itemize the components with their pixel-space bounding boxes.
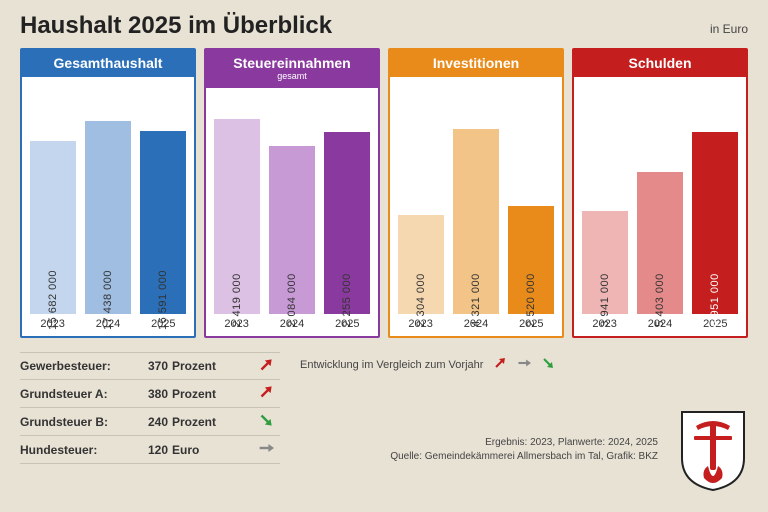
legend-arrow-icon xyxy=(517,356,531,373)
bar-fill: 3 941 000 xyxy=(582,211,628,314)
footer-line-1: Ergebnis: 2023, Planwerte: 2024, 2025 xyxy=(390,436,658,450)
bar-value-label: 2 084 000 xyxy=(286,273,298,326)
tax-row: Gewerbesteuer:370Prozent xyxy=(20,352,280,380)
legend-arrow-icon xyxy=(541,356,555,373)
tax-name: Grundsteuer A: xyxy=(20,387,130,401)
tax-name: Gewerbesteuer: xyxy=(20,359,130,373)
bar-value-label: 2 419 000 xyxy=(231,273,243,326)
panel-subtitle: gesamt xyxy=(208,72,376,82)
bar: 2 084 000 xyxy=(269,146,315,314)
bar-value-label: 16 591 000 xyxy=(157,270,169,330)
tax-row: Hundesteuer:120Euro xyxy=(20,436,280,464)
bar-value-label: 4 321 000 xyxy=(470,273,482,326)
bar: 2 520 000 xyxy=(508,206,554,314)
bars-area: 2 304 0004 321 0002 520 000 xyxy=(390,77,562,314)
chart-panel: Steuereinnahmengesamt2 419 0002 084 0002… xyxy=(204,48,380,338)
legend-arrow-icon xyxy=(493,356,507,373)
footer-text: Ergebnis: 2023, Planwerte: 2024, 2025 Qu… xyxy=(390,436,658,464)
tax-unit: Prozent xyxy=(172,359,230,373)
tax-unit: Prozent xyxy=(172,415,230,429)
bar-fill: 2 255 000 xyxy=(324,132,370,314)
municipal-crest xyxy=(678,408,748,492)
bar-value-label: 17 438 000 xyxy=(102,270,114,330)
chart-panel: Schulden3 941 0005 403 0006 951 00020232… xyxy=(572,48,748,338)
bar-fill: 5 403 000 xyxy=(637,172,683,314)
bar-fill: 2 304 000 xyxy=(398,215,444,314)
tax-value: 370 xyxy=(130,359,172,373)
bar: 16 591 000 xyxy=(140,131,186,314)
tax-row: Grundsteuer B:240Prozent xyxy=(20,408,280,436)
panel-header: Schulden xyxy=(574,50,746,77)
bar: 15 682 000 xyxy=(30,141,76,314)
trend-arrow-icon xyxy=(230,412,280,431)
bar: 5 403 000 xyxy=(637,172,683,314)
trend-arrow-icon xyxy=(230,384,280,403)
tax-name: Hundesteuer: xyxy=(20,443,130,457)
bar: 2 304 000 xyxy=(398,215,444,314)
chart-panel: Gesamthaushalt15 682 00017 438 00016 591… xyxy=(20,48,196,338)
tax-value: 120 xyxy=(130,443,172,457)
bar-fill: 6 951 000 xyxy=(692,132,738,314)
bar: 17 438 000 xyxy=(85,121,131,314)
bar: 2 419 000 xyxy=(214,119,260,314)
bar-value-label: 2 255 000 xyxy=(341,273,353,326)
bar: 6 951 000 xyxy=(692,132,738,314)
tax-row: Grundsteuer A:380Prozent xyxy=(20,380,280,408)
bar: 3 941 000 xyxy=(582,211,628,314)
bar-value-label: 5 403 000 xyxy=(654,273,666,326)
tax-list: Gewerbesteuer:370ProzentGrundsteuer A:38… xyxy=(20,352,280,464)
bar-fill: 2 520 000 xyxy=(508,206,554,314)
tax-value: 380 xyxy=(130,387,172,401)
bars-area: 2 419 0002 084 0002 255 000 xyxy=(206,88,378,314)
bar-fill: 2 084 000 xyxy=(269,146,315,314)
panel-header: Investitionen xyxy=(390,50,562,77)
tax-name: Grundsteuer B: xyxy=(20,415,130,429)
bar-fill: 4 321 000 xyxy=(453,129,499,314)
development-legend: Entwicklung im Vergleich zum Vorjahr xyxy=(300,352,555,373)
page-title: Haushalt 2025 im Überblick xyxy=(20,12,332,40)
bar-fill: 15 682 000 xyxy=(30,141,76,314)
bar-fill: 16 591 000 xyxy=(140,131,186,314)
trend-arrow-icon xyxy=(230,440,280,459)
bar-value-label: 3 941 000 xyxy=(599,273,611,326)
chart-panel: Investitionen2 304 0004 321 0002 520 000… xyxy=(388,48,564,338)
legend-label: Entwicklung im Vergleich zum Vorjahr xyxy=(300,359,483,371)
charts-row: Gesamthaushalt15 682 00017 438 00016 591… xyxy=(0,48,768,338)
tax-unit: Prozent xyxy=(172,387,230,401)
bars-area: 15 682 00017 438 00016 591 000 xyxy=(22,77,194,314)
trend-arrow-icon xyxy=(230,357,280,376)
bar-value-label: 15 682 000 xyxy=(47,270,59,330)
bar-value-label: 2 304 000 xyxy=(415,273,427,326)
bars-area: 3 941 0005 403 0006 951 000 xyxy=(574,77,746,314)
tax-unit: Euro xyxy=(172,443,230,457)
bar-fill: 2 419 000 xyxy=(214,119,260,314)
panel-header: Steuereinnahmengesamt xyxy=(206,50,378,88)
panel-header: Gesamthaushalt xyxy=(22,50,194,77)
bar-value-label: 2 520 000 xyxy=(525,273,537,326)
bar-fill: 17 438 000 xyxy=(85,121,131,314)
footer-line-2: Quelle: Gemeindekämmerei Allmersbach im … xyxy=(390,450,658,464)
bar: 2 255 000 xyxy=(324,132,370,314)
bar-value-label: 6 951 000 xyxy=(709,273,721,326)
unit-label: in Euro xyxy=(710,22,748,36)
tax-value: 240 xyxy=(130,415,172,429)
bar: 4 321 000 xyxy=(453,129,499,314)
